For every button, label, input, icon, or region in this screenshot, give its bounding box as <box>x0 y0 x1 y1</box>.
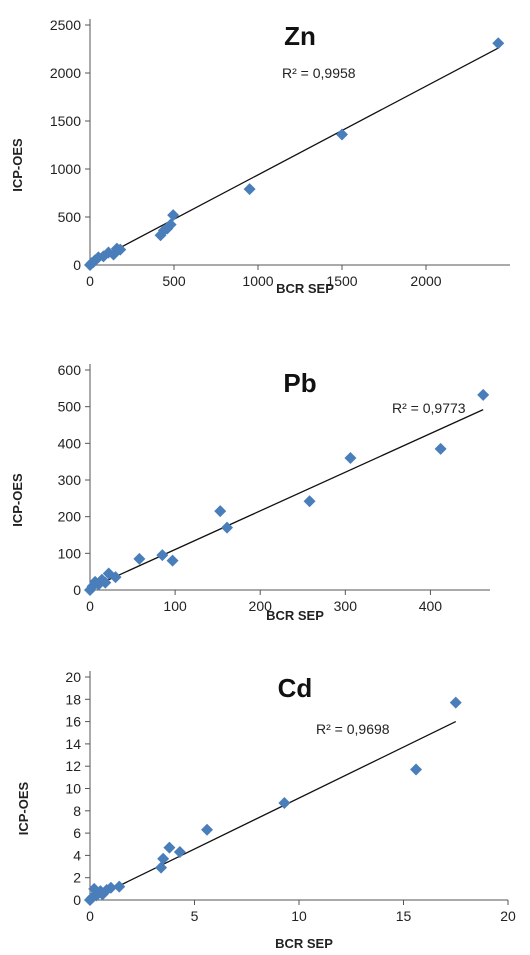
y-tick-label: 18 <box>65 691 81 707</box>
x-tick-label: 2000 <box>410 273 441 289</box>
y-axis-title: ICP-OES <box>10 473 25 527</box>
x-tick-label: 20 <box>500 908 516 924</box>
data-point <box>109 571 122 584</box>
x-tick-label: 300 <box>334 598 358 614</box>
y-tick-label: 2500 <box>50 17 81 33</box>
data-point <box>164 218 177 231</box>
chart-title: Zn <box>284 21 316 51</box>
trendline <box>89 721 457 901</box>
data-point <box>492 37 505 50</box>
y-axis-title: ICP-OES <box>10 138 25 192</box>
data-point <box>156 549 169 562</box>
y-tick-label: 400 <box>58 435 82 451</box>
x-tick-label: 500 <box>162 273 186 289</box>
chart-title: Cd <box>278 673 313 703</box>
x-tick-label: 1000 <box>242 273 273 289</box>
y-tick-label: 20 <box>65 669 81 685</box>
x-tick-label: 1500 <box>326 273 357 289</box>
y-axis-title: ICP-OES <box>16 781 31 835</box>
chart-pb: 0 100 200 300 400 500 600 0 100 200 300 400 Pb R² =… <box>10 362 490 623</box>
data-point <box>278 796 291 809</box>
data-point <box>243 183 256 196</box>
y-tick-label: 600 <box>58 362 82 378</box>
trendline <box>89 47 499 265</box>
y-tick-label: 14 <box>65 736 81 752</box>
chart-cd: 0 2 4 6 8 10 12 14 16 18 20 0 5 10 15 20 Cd R² = 0,9698… <box>16 669 516 951</box>
x-tick-label: 0 <box>86 598 94 614</box>
data-point <box>157 852 170 865</box>
x-tick-label: 400 <box>419 598 443 614</box>
data-point <box>477 388 490 401</box>
data-point <box>113 880 126 893</box>
y-tick-label: 200 <box>58 509 82 525</box>
data-point <box>163 841 176 854</box>
y-tick-label: 100 <box>58 545 82 561</box>
y-tick-label: 0 <box>73 892 81 908</box>
y-tick-label: 1000 <box>50 161 81 177</box>
x-tick-label: 10 <box>291 908 307 924</box>
y-tick-label: 8 <box>73 803 81 819</box>
x-axis-title: BCR SEP <box>276 281 334 296</box>
x-tick-label: 5 <box>191 908 199 924</box>
plot-area: 0 100 200 300 400 500 600 0 100 200 300 400 <box>58 362 490 614</box>
r2-annotation: R² = 0,9773 <box>392 400 466 416</box>
data-point <box>166 554 179 567</box>
data-point <box>410 763 423 776</box>
data-point <box>100 883 113 896</box>
y-tick-label: 300 <box>58 472 82 488</box>
data-point <box>214 505 227 518</box>
y-tick-label: 12 <box>65 758 81 774</box>
data-point <box>155 861 168 874</box>
data-point <box>336 128 348 141</box>
y-tick-label: 6 <box>73 825 81 841</box>
x-tick-label: 100 <box>163 598 187 614</box>
x-tick-label: 200 <box>249 598 273 614</box>
data-point <box>99 576 112 589</box>
data-point <box>303 495 316 508</box>
data-point <box>434 442 447 455</box>
data-point <box>221 521 234 534</box>
y-tick-label: 500 <box>58 209 82 225</box>
data-point <box>86 580 99 593</box>
chart-title: Pb <box>283 368 316 398</box>
data-point <box>173 846 186 859</box>
x-tick-label: 0 <box>86 908 94 924</box>
plot-area: 0 2 4 6 8 10 12 14 16 18 20 0 5 10 15 20 <box>65 669 516 924</box>
y-tick-label: 10 <box>65 781 81 797</box>
x-tick-label: 15 <box>396 908 412 924</box>
y-tick-label: 0 <box>73 582 81 598</box>
data-point <box>104 881 117 894</box>
y-tick-label: 500 <box>58 399 82 415</box>
y-tick-label: 16 <box>65 714 81 730</box>
data-point <box>133 552 146 565</box>
plot-area: 0 500 1000 1500 2000 2500 0 500 1000 1500 2000 <box>50 17 510 289</box>
data-point <box>96 888 109 901</box>
x-axis-title: BCR SEP <box>266 608 324 623</box>
y-tick-label: 2000 <box>50 65 81 81</box>
y-tick-label: 0 <box>73 257 81 273</box>
data-point <box>449 696 462 709</box>
data-point <box>167 209 180 222</box>
x-axis-title: BCR SEP <box>275 936 333 951</box>
r2-annotation: R² = 0,9958 <box>282 65 356 81</box>
y-tick-label: 4 <box>73 847 81 863</box>
trendline <box>89 409 484 589</box>
y-tick-label: 2 <box>73 870 81 886</box>
x-tick-label: 0 <box>86 273 94 289</box>
data-point <box>344 452 357 464</box>
data-point <box>201 823 214 836</box>
y-tick-label: 1500 <box>50 113 81 129</box>
data-point <box>114 243 127 256</box>
r2-annotation: R² = 0,9698 <box>316 721 390 737</box>
